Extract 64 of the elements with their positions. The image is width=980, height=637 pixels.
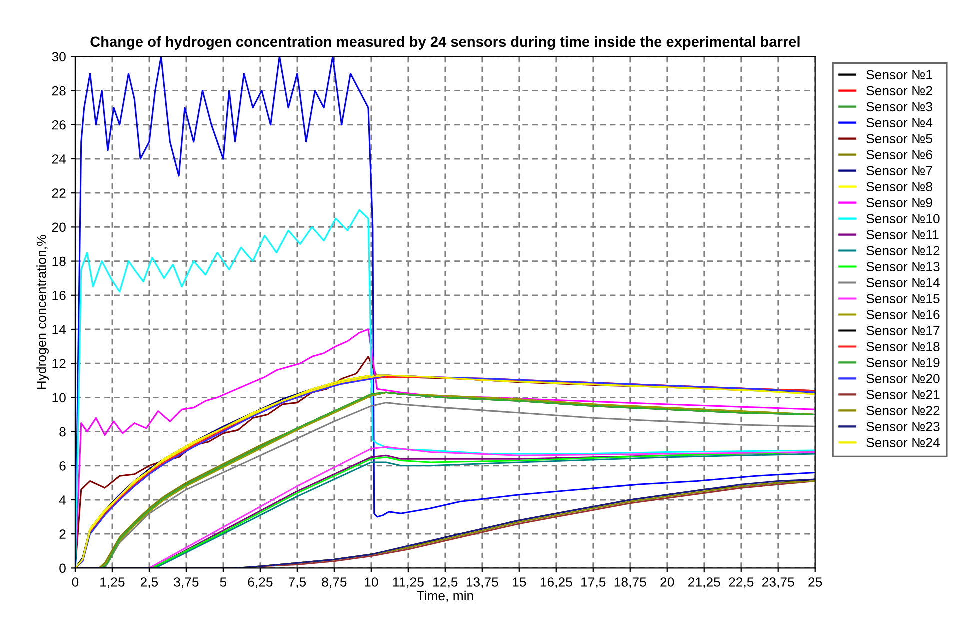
y-tick-label: 26	[52, 120, 66, 130]
legend-label: Sensor №2	[866, 86, 932, 96]
legend-label: Sensor №7	[866, 166, 932, 176]
legend-label: Sensor №16	[866, 310, 940, 320]
legend-label: Sensor №23	[866, 422, 940, 432]
x-tick-label: 16,25	[540, 578, 572, 588]
x-tick-label: 15	[513, 578, 526, 587]
x-axis-title: Time, min	[417, 590, 474, 602]
x-tick-label: 25	[808, 578, 822, 587]
x-tick-label: 2,5	[140, 578, 158, 588]
legend-label: Sensor №19	[866, 358, 940, 368]
legend-label: Sensor №14	[866, 278, 940, 288]
y-tick-label: 24	[52, 154, 66, 164]
x-tick-label: 12,5	[434, 578, 458, 588]
legend-label: Sensor №15	[866, 294, 940, 304]
y-tick-label: 22	[52, 188, 66, 198]
y-tick-label: 30	[52, 52, 66, 62]
x-tick-label: 7,5	[288, 578, 306, 588]
x-tick-label: 3,75	[174, 578, 199, 588]
legend-label: Sensor №9	[866, 198, 932, 208]
y-tick-label: 8	[60, 427, 66, 437]
legend-label: Sensor №11	[866, 230, 939, 240]
x-tick-label: 21,25	[688, 578, 720, 588]
x-tick-label: 10	[365, 578, 378, 587]
y-tick-label: 6	[60, 461, 66, 471]
legend-label: Sensor №13	[866, 262, 940, 272]
legend-label: Sensor №6	[866, 150, 932, 160]
x-tick-label: 18,75	[614, 578, 646, 588]
x-tick-label: 0	[72, 578, 79, 587]
legend-label: Sensor №3	[866, 102, 932, 112]
y-tick-label: 12	[52, 359, 66, 368]
y-tick-label: 16	[52, 290, 66, 300]
x-tick-label: 5	[220, 578, 227, 587]
y-tick-label: 4	[59, 496, 66, 505]
y-tick-label: 18	[52, 256, 66, 266]
x-tick-label: 23,75	[762, 578, 794, 588]
x-tick-label: 1,25	[100, 578, 125, 588]
x-tick-label: 13,75	[466, 578, 498, 588]
x-tick-label: 11,25	[393, 578, 424, 588]
legend-label: Sensor №5	[866, 134, 932, 144]
chart-title: Change of hydrogen concentration measured by 24 sensors during time inside the experimental barrel	[90, 36, 800, 50]
y-tick-label: 0	[60, 564, 66, 574]
x-tick-label: 17,5	[582, 578, 606, 588]
legend-label: Sensor №10	[866, 214, 940, 224]
legend-label: Sensor №22	[866, 406, 940, 416]
x-tick-label: 20	[660, 578, 674, 587]
x-tick-label: 8,75	[322, 578, 347, 588]
y-axis-title: Hydrogen concentration,%	[36, 235, 49, 390]
y-tick-label: 28	[52, 86, 66, 96]
legend-label: Sensor №12	[866, 246, 940, 256]
legend-label: Sensor №8	[866, 182, 932, 192]
legend-label: Sensor №21	[866, 390, 940, 400]
x-tick-label: 6,25	[248, 578, 273, 588]
legend-label: Sensor №18	[866, 342, 940, 352]
y-tick-label: 20	[52, 222, 66, 232]
legend-label: Sensor №20	[866, 374, 940, 384]
y-tick-label: 10	[52, 393, 66, 403]
legend-label: Sensor №24	[866, 438, 940, 448]
legend-label: Sensor №1	[866, 70, 932, 80]
x-tick-label: 22,5	[729, 578, 754, 588]
legend-label: Sensor №17	[866, 326, 940, 336]
y-tick-label: 14	[52, 325, 66, 334]
legend-label: Sensor №4	[866, 118, 933, 128]
y-tick-label: 2	[60, 530, 66, 539]
